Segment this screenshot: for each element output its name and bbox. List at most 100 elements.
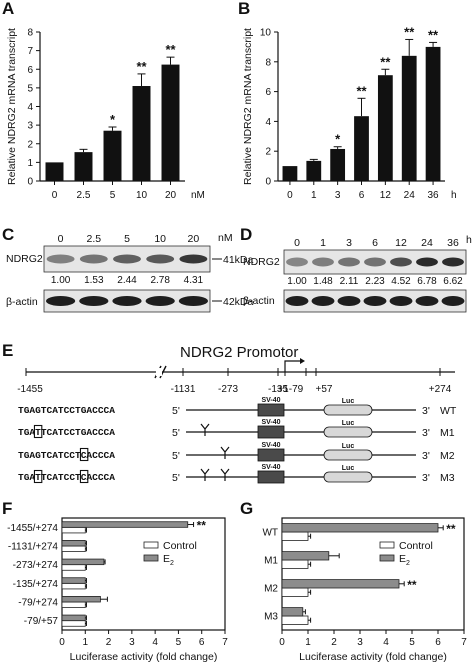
y-tick-label: 3 (27, 121, 33, 132)
actin-band (112, 296, 142, 306)
y-tick-label: 0 (27, 177, 33, 188)
blot-quant-value: 4.31 (184, 275, 204, 286)
x-tick-label: 7 (222, 637, 228, 648)
x-tick-label: 10 (136, 190, 148, 201)
blot-lane-label: 0 (58, 233, 64, 245)
blot-c-row-actin: β-actin (6, 296, 38, 308)
promoter-position-label: +274 (429, 384, 452, 395)
construct-name: WT (440, 405, 457, 417)
legend-label-control: Control (163, 540, 197, 552)
bar-control (281, 559, 309, 569)
y-tick-label: 2 (27, 139, 33, 150)
y-tick-label: 5 (27, 83, 33, 94)
panel-letter-g: G (240, 499, 253, 518)
ndrg2-band (179, 254, 208, 264)
construct-name: M3 (440, 472, 455, 484)
ndrg2-band (46, 254, 75, 264)
x-tick-label: 0 (59, 637, 65, 648)
actin-band (285, 296, 309, 306)
bar-e2 (281, 579, 400, 589)
x-tick-label: 6 (359, 190, 365, 201)
legend-swatch-control (143, 541, 159, 549)
construct-sequence: TGATTCATCCTGACCCA (18, 427, 115, 438)
bar-e2 (61, 596, 101, 603)
blot-lane-label: 1 (320, 237, 326, 249)
significance-marker: ** (404, 24, 415, 39)
mutation-box (33, 424, 43, 439)
bar-control (61, 582, 86, 590)
legend-label-e2: E2 (399, 553, 410, 567)
blot-lane-label: 5 (124, 233, 130, 245)
blot-quant-value: 4.52 (391, 276, 411, 287)
luc-label: Luc (342, 398, 355, 405)
category-label: M1 (264, 556, 278, 567)
bar-e2 (61, 614, 86, 622)
y-axis-label: Relative NDRG2 mRNA transcript (242, 28, 254, 185)
x-tick-label: 0 (279, 637, 285, 648)
construct-name: M1 (440, 427, 455, 439)
tss-arrow-icon (284, 360, 302, 372)
actin-band (363, 296, 387, 306)
blot-lane-label: 0 (294, 237, 300, 249)
blot-quant-value: 2.44 (117, 275, 137, 286)
chart-g: 0 1 2 3 4 5 6 7 Luciferase activity (fold change… (262, 517, 467, 663)
promoter-position-label: +57 (316, 384, 333, 395)
three-prime-label: 3' (422, 427, 430, 439)
sv40-label: SV-40 (261, 397, 280, 404)
x-tick-label: 2 (106, 637, 112, 648)
mutation-box (79, 447, 89, 462)
luc-box (323, 471, 373, 483)
western-blot-c: NDRG2 β-actin nM 41kDa 42kDa 0 1.00 2.5 1.5… (6, 232, 254, 313)
actin-band (441, 296, 465, 306)
actin-band (79, 296, 109, 306)
luc-box (323, 449, 373, 461)
bar-e2 (61, 577, 86, 584)
luc-label: Luc (342, 465, 355, 472)
sv40-box (257, 470, 285, 484)
x-tick-label: 0 (52, 190, 58, 201)
x-tick-label: 6 (435, 637, 441, 648)
tss-arrow-head-icon (300, 358, 305, 364)
promoter-positions: -1455 -1131 -273 -135 -79+1 +57 +274 (17, 368, 452, 395)
ndrg2-band (364, 257, 386, 267)
promoter-position-label: -1455 (17, 384, 43, 395)
mutation-box (33, 469, 43, 484)
legend-swatch-e2 (379, 554, 395, 562)
promoter-position-label: -273 (218, 384, 238, 395)
legend-label-e2: E2 (163, 553, 174, 567)
sv40-label: SV-40 (261, 464, 280, 471)
x-axis-label: Luciferase activity (fold change) (70, 651, 218, 663)
sv40-box (257, 448, 285, 462)
x-unit: h (451, 190, 457, 201)
luc-label: Luc (342, 420, 355, 427)
ndrg2-band (113, 254, 141, 264)
significance-marker: ** (407, 578, 417, 592)
panel-letter-d: D (240, 225, 252, 244)
bar-control (61, 526, 86, 534)
legend-swatch-control (379, 541, 395, 549)
bar-control (281, 587, 309, 597)
category-label: -1455/+274 (7, 523, 58, 534)
luc-box (323, 426, 373, 438)
chart-a: 0 1 2 3 4 5 6 7 8 0 2.5 * 5 ** 10 ** 20 nM Relative NDRG2 … (6, 28, 205, 202)
category-label: WT (262, 528, 278, 539)
blot-quant-value: 1.00 (51, 275, 71, 286)
x-tick-label: 1 (305, 637, 311, 648)
mutation-mark-icon (220, 468, 230, 481)
three-prime-label: 3' (422, 450, 430, 462)
bar (425, 46, 441, 182)
bar-e2 (61, 521, 189, 528)
category-label: -135/+274 (13, 579, 59, 590)
mutation-box (79, 469, 89, 484)
blot-lane-label: 20 (188, 233, 200, 245)
x-tick-label: 2 (331, 637, 337, 648)
blot-c-row-ndrg2: NDRG2 (6, 253, 43, 265)
significance-marker: ** (197, 519, 207, 533)
x-tick-label: 24 (404, 190, 416, 201)
blot-lane-label: 24 (421, 237, 433, 249)
blot-lane-label: 12 (395, 237, 407, 249)
y-tick-label: 0 (265, 177, 271, 188)
panel-letter-e: E (2, 341, 13, 360)
panel-letter-b: B (238, 0, 250, 18)
